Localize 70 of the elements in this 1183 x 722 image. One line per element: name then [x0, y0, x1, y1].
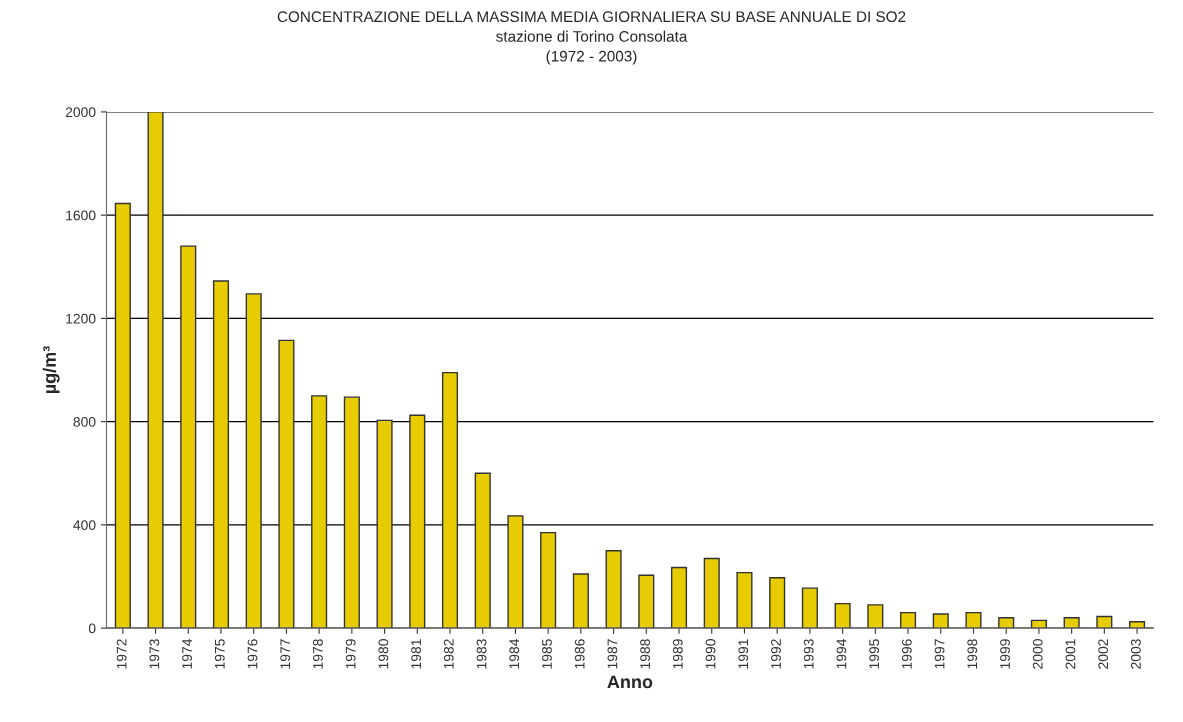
x-tick-label: 1981	[411, 639, 422, 669]
bar	[147, 111, 164, 629]
y-tick-label: 1200	[66, 313, 96, 324]
bar	[409, 414, 426, 629]
bar	[605, 550, 622, 629]
x-tick-label: 1976	[247, 639, 258, 669]
x-tick-label: 1982	[443, 639, 454, 669]
x-tick-label: 1989	[672, 639, 683, 669]
y-tick-label: 400	[73, 520, 96, 531]
x-tick-label: 1987	[607, 639, 618, 669]
y-tick-label: 1600	[66, 210, 96, 221]
bar	[736, 571, 753, 629]
x-tick-label: 2000	[1032, 639, 1043, 669]
x-tick-label: 2002	[1098, 639, 1109, 669]
y-tick-label: 0	[88, 623, 96, 634]
bar	[540, 531, 557, 629]
bar	[769, 577, 786, 629]
bar	[343, 396, 360, 629]
x-tick-label: 1978	[313, 639, 323, 669]
x-tick-label: 1979	[345, 639, 356, 669]
bar	[703, 557, 720, 629]
bar	[899, 611, 917, 629]
bar	[212, 280, 230, 629]
x-tick-label: 1985	[542, 639, 552, 669]
bar	[507, 515, 524, 629]
x-tick-label: 1984	[509, 638, 520, 669]
bar	[180, 245, 197, 629]
x-tick-label: 1995	[869, 639, 880, 669]
x-tick-label: 1991	[738, 639, 749, 669]
bar	[245, 293, 262, 629]
bar	[474, 472, 491, 629]
chart-title: CONCENTRAZIONE DELLA MASSIMA MEDIA GIORNALIERA SU BASE ANNUALE DI SO2 stazione di Torino Consolata (1972 - 2003)	[277, 11, 906, 65]
x-tick-label: 1975	[214, 639, 225, 669]
bar	[867, 604, 884, 629]
bar	[638, 574, 655, 629]
bar	[834, 602, 851, 629]
x-tick-label: 1994	[836, 638, 847, 669]
x-tick-label: 2003	[1130, 639, 1141, 669]
y-tick-label: 800	[73, 416, 96, 427]
bar	[376, 419, 393, 629]
x-tick-label: 1983	[476, 639, 487, 669]
x-tick-label: 1988	[640, 639, 651, 669]
bar	[670, 566, 688, 629]
bar	[114, 202, 131, 629]
bar	[1063, 617, 1080, 629]
bar	[572, 573, 589, 629]
x-tick-label: 1997	[934, 639, 945, 669]
bar	[932, 613, 949, 629]
y-tick-label: 2000	[65, 107, 96, 118]
x-tick-label: 1972	[116, 639, 127, 669]
bar	[801, 587, 818, 629]
x-tick-label: 1977	[280, 639, 291, 669]
x-axis-title: Anno	[607, 675, 653, 689]
x-tick-label: 2001	[1065, 639, 1076, 669]
x-tick-label: 1999	[1000, 639, 1010, 669]
bar	[998, 617, 1015, 629]
bar	[965, 611, 982, 629]
bar	[441, 371, 459, 629]
bar	[311, 395, 328, 629]
x-tick-label: 1992	[771, 639, 781, 669]
x-tick-label: 1986	[574, 639, 585, 669]
x-tick-label: 1996	[901, 639, 912, 669]
x-tick-label: 1973	[149, 639, 160, 669]
x-tick-label: 1998	[967, 639, 978, 669]
x-tick-label: 1993	[803, 639, 814, 669]
bar	[278, 339, 295, 629]
x-tick-label: 1990	[705, 639, 716, 669]
x-tick-label: 1974	[182, 638, 192, 669]
x-tick-label: 1980	[378, 639, 389, 669]
y-axis-title: µg/m³	[42, 346, 60, 394]
